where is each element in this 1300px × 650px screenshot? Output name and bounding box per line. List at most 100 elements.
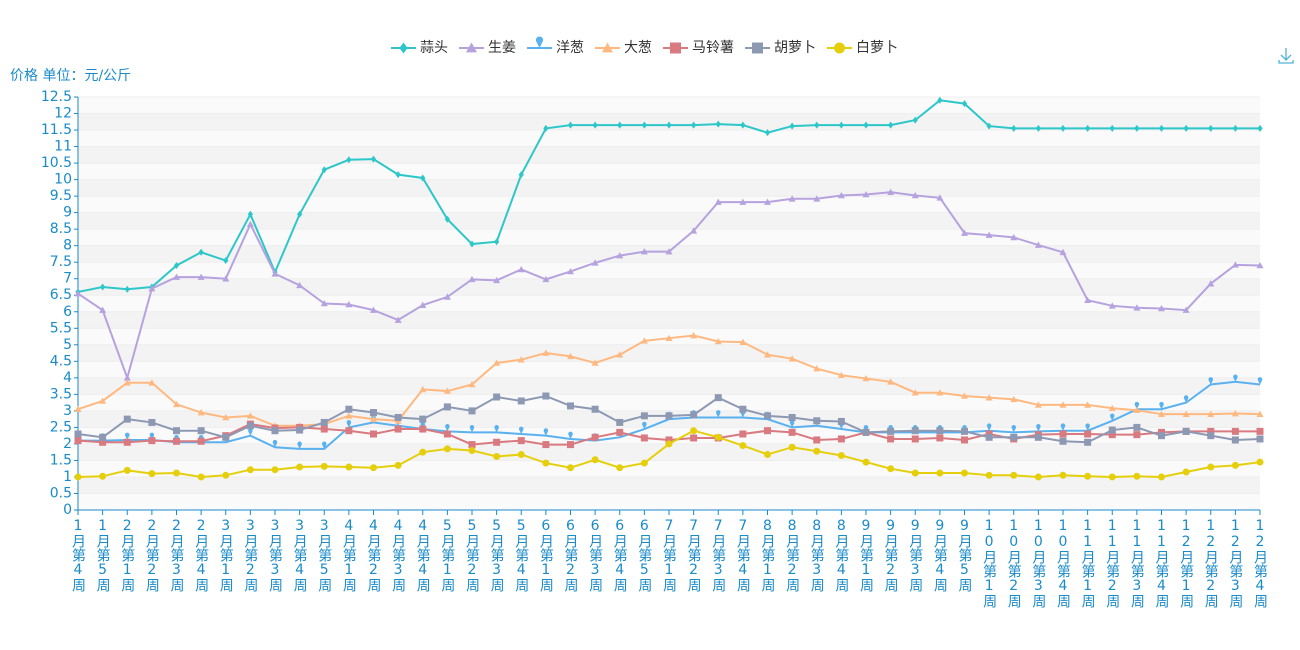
- point: [443, 293, 451, 300]
- point: [1108, 302, 1116, 309]
- point: [1207, 410, 1215, 417]
- point: [592, 121, 598, 129]
- point: [616, 464, 624, 472]
- point: [1034, 433, 1042, 441]
- legend-symbol: [535, 36, 544, 48]
- x-tick-label: 8月第1周: [760, 518, 776, 593]
- point: [1257, 124, 1263, 132]
- x-tick-label: 6月第5周: [636, 518, 652, 593]
- point: [74, 473, 82, 481]
- point: [123, 379, 131, 386]
- point: [936, 469, 944, 477]
- point: [1231, 410, 1239, 417]
- legend-symbol: [399, 42, 408, 54]
- point: [985, 433, 993, 441]
- x-tick-label: 5月第4周: [513, 518, 529, 593]
- point: [197, 273, 205, 280]
- point: [813, 365, 821, 372]
- x-tick-label: 10月第4周: [1055, 518, 1071, 609]
- point: [961, 427, 968, 435]
- point: [961, 436, 968, 444]
- x-tick-label: 8月第4周: [833, 518, 849, 593]
- point: [1085, 423, 1090, 431]
- point: [591, 259, 599, 266]
- grid-band: [78, 311, 1260, 329]
- legend-item[interactable]: 马铃薯: [663, 40, 734, 56]
- point: [764, 198, 771, 205]
- legend-label: 马铃薯: [692, 40, 734, 56]
- legend-item[interactable]: 蒜头: [391, 40, 448, 56]
- x-tick-label: 6月第2周: [563, 518, 579, 593]
- point: [936, 434, 944, 442]
- point: [1233, 374, 1238, 382]
- point: [1256, 458, 1264, 466]
- legend-item[interactable]: 大葱: [595, 40, 652, 56]
- point: [222, 471, 230, 479]
- legend-item[interactable]: 胡萝卜: [745, 40, 816, 56]
- point: [370, 155, 377, 163]
- point: [148, 285, 156, 292]
- point: [961, 469, 968, 477]
- x-tick-label: 6月第3周: [587, 518, 603, 593]
- point: [617, 121, 623, 129]
- download-icon[interactable]: [1278, 48, 1294, 64]
- point: [468, 441, 476, 449]
- y-tick-label: 9: [63, 205, 72, 221]
- point: [862, 190, 870, 198]
- y-tick-label: 3.5: [50, 386, 72, 402]
- point: [1084, 296, 1092, 303]
- point: [124, 432, 130, 440]
- point: [222, 413, 230, 421]
- point: [642, 421, 647, 430]
- point: [1158, 124, 1165, 132]
- x-tick-label: 12月第2周: [1203, 518, 1219, 609]
- legend-item[interactable]: 洋葱: [527, 36, 584, 56]
- point: [1231, 261, 1239, 268]
- point: [863, 425, 869, 433]
- point: [1084, 430, 1092, 438]
- legend-symbol: [670, 42, 681, 54]
- point: [567, 121, 574, 129]
- point: [1059, 248, 1067, 256]
- y-tick-label: 1: [63, 469, 72, 485]
- x-tick-label: 3月第2周: [242, 518, 258, 593]
- x-tick-label: 1月第5周: [95, 518, 111, 593]
- x-tick-label: 5月第3周: [489, 518, 505, 593]
- point: [1159, 401, 1164, 410]
- point: [197, 427, 205, 435]
- point: [567, 352, 574, 360]
- point: [247, 210, 253, 218]
- x-tick-label: 8月第2周: [784, 518, 800, 593]
- legend-item[interactable]: 生姜: [459, 40, 516, 56]
- point: [813, 195, 821, 202]
- point: [1133, 431, 1141, 439]
- y-tick-label: 3: [63, 403, 72, 419]
- point: [444, 215, 450, 223]
- point: [272, 439, 278, 448]
- point: [936, 194, 944, 201]
- point: [542, 349, 550, 356]
- x-tick-label: 10月第2周: [1006, 518, 1022, 609]
- point: [911, 191, 919, 199]
- point: [764, 129, 771, 137]
- point: [666, 121, 672, 129]
- point: [74, 405, 82, 413]
- point: [862, 428, 870, 436]
- point: [739, 442, 747, 450]
- point: [764, 351, 771, 358]
- point: [665, 334, 673, 341]
- point: [99, 397, 107, 404]
- point: [813, 417, 821, 425]
- point: [517, 397, 525, 405]
- legend-item[interactable]: 白萝卜: [827, 40, 898, 56]
- point: [690, 427, 698, 435]
- x-tick-label: 12月第1周: [1178, 518, 1194, 609]
- x-tick-label: 4月第2周: [366, 518, 382, 593]
- point: [321, 166, 327, 174]
- grid-band: [78, 476, 1260, 494]
- y-tick-label: 9.5: [50, 188, 72, 204]
- point: [690, 227, 698, 234]
- point: [911, 427, 919, 435]
- point: [715, 120, 721, 128]
- grid-band: [78, 493, 1260, 510]
